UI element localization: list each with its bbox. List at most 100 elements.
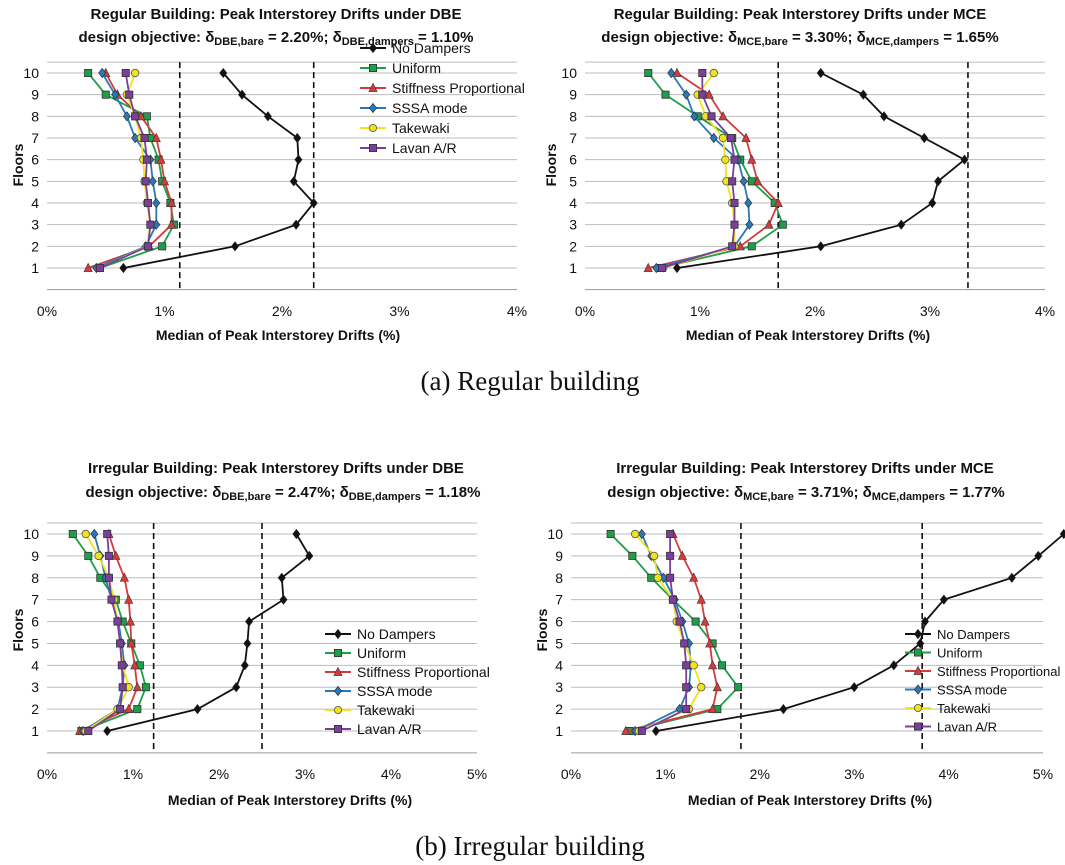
- y-tick-label: 2: [31, 238, 39, 254]
- data-point: [116, 705, 125, 714]
- legend-marker: [334, 685, 342, 697]
- data-point: [718, 661, 727, 670]
- y-tick-label: 9: [31, 548, 39, 564]
- legend-marker: [368, 64, 377, 73]
- data-point: [916, 638, 925, 649]
- data-point: [727, 133, 736, 142]
- chart-title: Irregular Building: Peak Interstorey Dri…: [616, 460, 994, 477]
- data-point: [132, 681, 142, 692]
- data-series: [83, 67, 318, 274]
- data-point: [289, 176, 298, 187]
- data-point: [141, 683, 150, 692]
- data-point: [133, 705, 142, 714]
- data-point: [111, 550, 121, 560]
- data-point: [130, 660, 140, 670]
- legend-label: SSSA mode: [937, 683, 1007, 698]
- series-line-takewaki: [634, 533, 703, 732]
- series-line-stiffness-proportional: [625, 533, 719, 732]
- data-point: [637, 727, 646, 736]
- series-line-no-dampers: [123, 72, 315, 269]
- y-tick-label: 3: [31, 217, 39, 233]
- legend-label: Takewaki: [392, 120, 450, 136]
- data-point: [673, 262, 681, 274]
- reference-lines: [178, 62, 315, 290]
- legend-item-sssa-mode: SSSA mode: [325, 683, 433, 699]
- data-point: [606, 530, 615, 539]
- series-line-uniform: [87, 72, 175, 269]
- legend-item-stiffness-proportional: Stiffness Proportional: [905, 664, 1060, 679]
- y-tick-label: 10: [23, 526, 39, 542]
- legend-marker: [333, 725, 342, 734]
- data-point: [730, 220, 739, 229]
- data-point: [148, 176, 157, 187]
- legend-item-lavan-a-r: Lavan A/R: [905, 720, 997, 735]
- x-tick-label: 4%: [938, 766, 958, 782]
- series-lavan-a-r: [84, 530, 127, 736]
- data-point: [83, 262, 93, 272]
- data-point: [98, 67, 107, 79]
- data-point: [84, 69, 93, 78]
- data-point: [728, 177, 737, 186]
- data-point: [119, 262, 128, 274]
- legend-item-takewaki: Takewaki: [325, 702, 415, 718]
- data-point: [816, 67, 825, 79]
- x-axis-label: Median of Peak Interstorey Drifts (%): [686, 327, 930, 343]
- legend-marker: [914, 684, 922, 695]
- y-tick-label: 9: [31, 87, 39, 103]
- data-point: [81, 529, 90, 539]
- y-tick-labels: 1 2 3 4 5 6 7 8 9 10: [561, 65, 577, 276]
- x-tick-label: 3%: [389, 303, 409, 319]
- data-point: [682, 89, 691, 100]
- data-point: [709, 68, 718, 78]
- data-point: [101, 90, 110, 99]
- data-point: [279, 594, 288, 605]
- data-point: [240, 660, 249, 671]
- x-tick-label: 5%: [467, 766, 487, 782]
- series-lavan-a-r: [95, 69, 155, 272]
- series-line-lavan-a-r: [99, 72, 152, 269]
- data-point: [103, 725, 112, 737]
- data-point: [238, 89, 247, 100]
- x-tick-label: 5%: [1033, 766, 1053, 782]
- data-point: [934, 176, 943, 187]
- series-line-uniform: [647, 72, 784, 269]
- chart-subtitle: design objective: δDBE,bare = 2.47%; δDB…: [86, 484, 481, 503]
- y-tick-label: 6: [31, 614, 39, 630]
- data-point: [680, 639, 689, 648]
- data-point: [850, 682, 859, 693]
- data-point: [94, 551, 103, 561]
- data-point: [778, 220, 787, 229]
- legend-label: Lavan A/R: [357, 721, 422, 737]
- data-point: [721, 155, 730, 164]
- data-point: [698, 69, 707, 78]
- data-point: [103, 530, 112, 539]
- x-tick-label: 1%: [690, 303, 710, 319]
- data-point: [144, 198, 153, 207]
- data-point: [718, 111, 728, 121]
- data-point: [119, 572, 129, 582]
- data-point: [960, 154, 969, 165]
- legend-marker: [334, 628, 342, 640]
- data-point: [151, 132, 161, 142]
- panel-irregular-mce: Irregular Building: Peak Interstorey Dri…: [534, 460, 1065, 808]
- y-tick-label: 4: [31, 195, 39, 211]
- series-sssa-mode: [92, 67, 161, 274]
- data-point: [125, 616, 136, 626]
- y-axis-label: Floors: [10, 608, 26, 651]
- data-point: [159, 176, 170, 186]
- data-point: [697, 683, 706, 692]
- data-point: [747, 242, 756, 251]
- x-tick-label: 4%: [507, 303, 527, 319]
- legend-item-stiffness-proportional: Stiffness Proportional: [325, 664, 490, 680]
- data-point: [1034, 550, 1043, 561]
- data-point: [142, 155, 151, 164]
- data-point: [666, 573, 675, 582]
- data-point: [682, 683, 691, 692]
- reference-lines: [740, 523, 923, 753]
- y-tick-label: 1: [31, 723, 39, 739]
- chart-subtitle: design objective: δMCE,bare = 3.71%; δMC…: [607, 484, 1004, 503]
- data-point: [621, 725, 631, 735]
- data-point: [741, 132, 751, 142]
- legend-marker: [369, 42, 377, 54]
